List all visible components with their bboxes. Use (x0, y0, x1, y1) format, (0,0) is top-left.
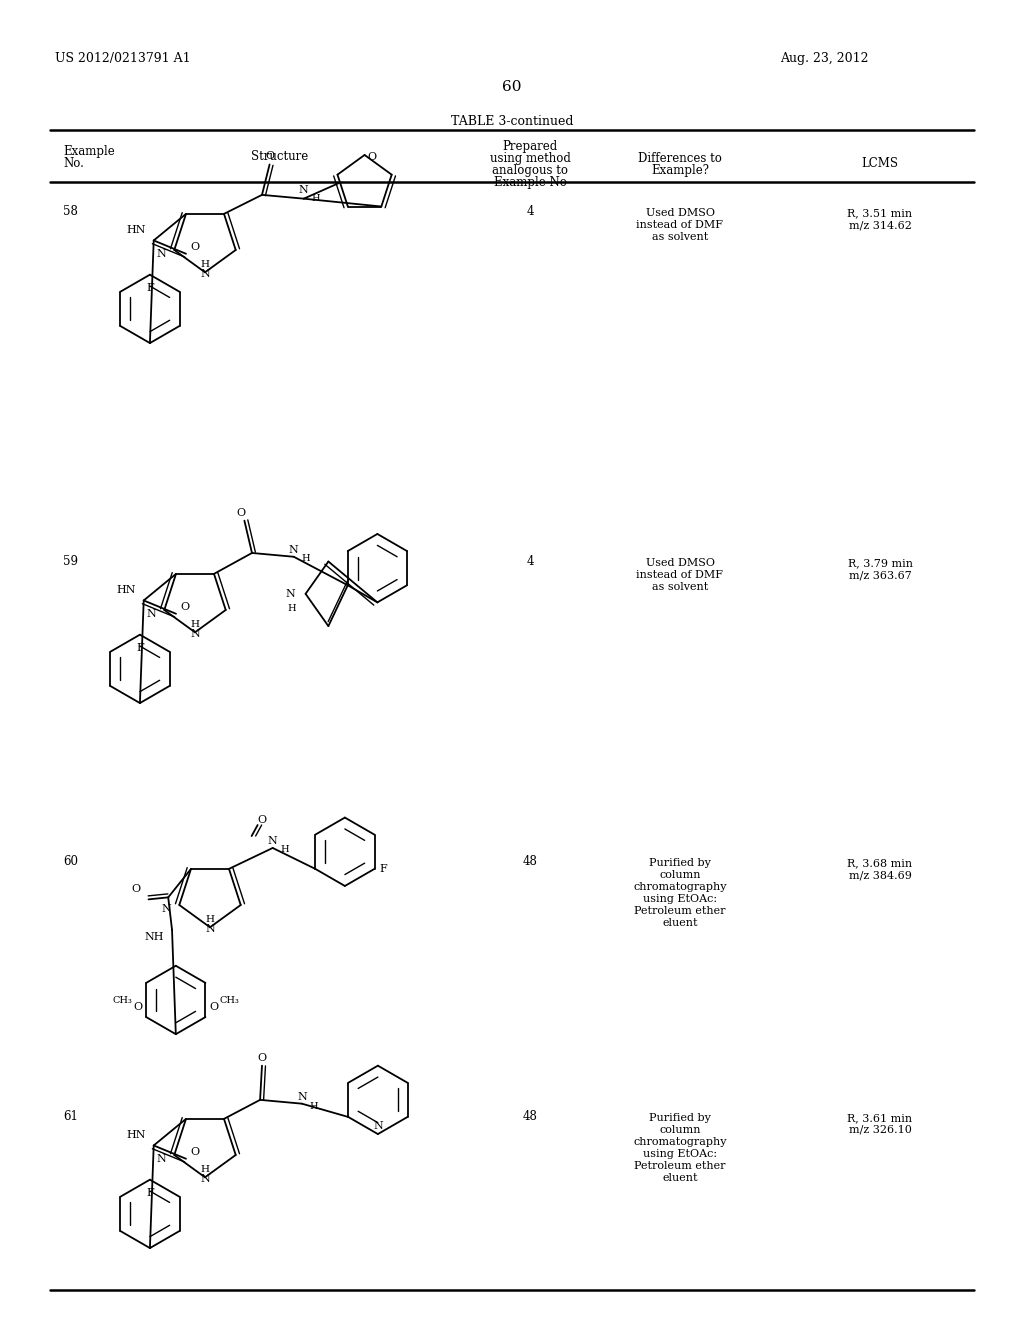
Text: N: N (297, 1092, 307, 1102)
Text: N: N (157, 249, 166, 259)
Text: 48: 48 (522, 855, 538, 869)
Text: using EtOAc:: using EtOAc: (643, 894, 717, 904)
Text: H: H (302, 554, 310, 562)
Text: m/z 326.10: m/z 326.10 (849, 1125, 911, 1135)
Text: O: O (258, 814, 267, 825)
Text: HN: HN (126, 226, 145, 235)
Text: Used DMSO: Used DMSO (645, 558, 715, 568)
Text: Prepared: Prepared (503, 140, 558, 153)
Text: HN: HN (126, 1130, 145, 1140)
Text: using method: using method (489, 152, 570, 165)
Text: m/z 314.62: m/z 314.62 (849, 220, 911, 230)
Text: N: N (299, 185, 308, 194)
Text: HN: HN (116, 586, 136, 595)
Text: Structure: Structure (251, 150, 308, 162)
Text: NH: NH (144, 932, 164, 941)
Text: F: F (136, 643, 143, 652)
Text: O: O (265, 152, 274, 161)
Text: CH₃: CH₃ (113, 997, 132, 1005)
Text: H: H (281, 845, 290, 854)
Text: instead of DMF: instead of DMF (637, 220, 724, 230)
Text: F: F (146, 282, 154, 293)
Text: N: N (373, 1121, 383, 1131)
Text: H: H (310, 1102, 318, 1110)
Text: O: O (210, 1002, 218, 1012)
Text: 60: 60 (63, 855, 78, 869)
Text: R, 3.51 min: R, 3.51 min (848, 209, 912, 218)
Text: instead of DMF: instead of DMF (637, 570, 724, 579)
Text: chromatography: chromatography (633, 1137, 727, 1147)
Text: m/z 363.67: m/z 363.67 (849, 570, 911, 579)
Text: Purified by: Purified by (649, 858, 711, 869)
Text: N: N (162, 904, 171, 913)
Text: H: H (287, 603, 296, 612)
Text: O: O (190, 242, 199, 252)
Text: Purified by: Purified by (649, 1113, 711, 1123)
Text: No.: No. (63, 157, 84, 170)
Text: R, 3.68 min: R, 3.68 min (848, 858, 912, 869)
Text: O: O (133, 1002, 142, 1012)
Text: N: N (289, 545, 299, 554)
Text: O: O (131, 884, 140, 895)
Text: Example No: Example No (494, 176, 566, 189)
Text: N: N (205, 924, 215, 935)
Text: H: H (190, 620, 200, 630)
Text: 4: 4 (526, 554, 534, 568)
Text: F: F (146, 1188, 154, 1197)
Text: H: H (311, 194, 321, 203)
Text: H: H (201, 1166, 210, 1175)
Text: N: N (200, 1175, 210, 1184)
Text: Example: Example (63, 145, 115, 158)
Text: column: column (659, 870, 700, 880)
Text: 48: 48 (522, 1110, 538, 1123)
Text: O: O (180, 602, 189, 611)
Text: as solvent: as solvent (652, 232, 709, 242)
Text: Example?: Example? (651, 164, 709, 177)
Text: 59: 59 (63, 554, 78, 568)
Text: Differences to: Differences to (638, 152, 722, 165)
Text: Petroleum ether: Petroleum ether (634, 906, 726, 916)
Text: Used DMSO: Used DMSO (645, 209, 715, 218)
Text: column: column (659, 1125, 700, 1135)
Text: N: N (268, 836, 278, 846)
Text: R, 3.61 min: R, 3.61 min (848, 1113, 912, 1123)
Text: O: O (190, 1147, 199, 1156)
Text: 58: 58 (63, 205, 78, 218)
Text: Aug. 23, 2012: Aug. 23, 2012 (780, 51, 868, 65)
Text: TABLE 3-continued: TABLE 3-continued (451, 115, 573, 128)
Text: as solvent: as solvent (652, 582, 709, 591)
Text: H: H (201, 260, 210, 269)
Text: eluent: eluent (663, 917, 697, 928)
Text: eluent: eluent (663, 1173, 697, 1183)
Text: US 2012/0213791 A1: US 2012/0213791 A1 (55, 51, 190, 65)
Text: LCMS: LCMS (861, 157, 898, 170)
Text: 4: 4 (526, 205, 534, 218)
Text: 61: 61 (63, 1110, 78, 1123)
Text: O: O (368, 152, 377, 162)
Text: using EtOAc:: using EtOAc: (643, 1148, 717, 1159)
Text: N: N (157, 1154, 166, 1164)
Text: N: N (286, 589, 296, 599)
Text: analogous to: analogous to (492, 164, 568, 177)
Text: Petroleum ether: Petroleum ether (634, 1162, 726, 1171)
Text: N: N (190, 630, 200, 639)
Text: 60: 60 (502, 81, 522, 94)
Text: H: H (206, 915, 214, 924)
Text: CH₃: CH₃ (219, 997, 240, 1005)
Text: R, 3.79 min: R, 3.79 min (848, 558, 912, 568)
Text: chromatography: chromatography (633, 882, 727, 892)
Text: m/z 384.69: m/z 384.69 (849, 870, 911, 880)
Text: N: N (146, 609, 157, 619)
Text: O: O (257, 1052, 266, 1063)
Text: O: O (237, 508, 246, 517)
Text: N: N (200, 269, 210, 280)
Text: F: F (380, 863, 387, 874)
